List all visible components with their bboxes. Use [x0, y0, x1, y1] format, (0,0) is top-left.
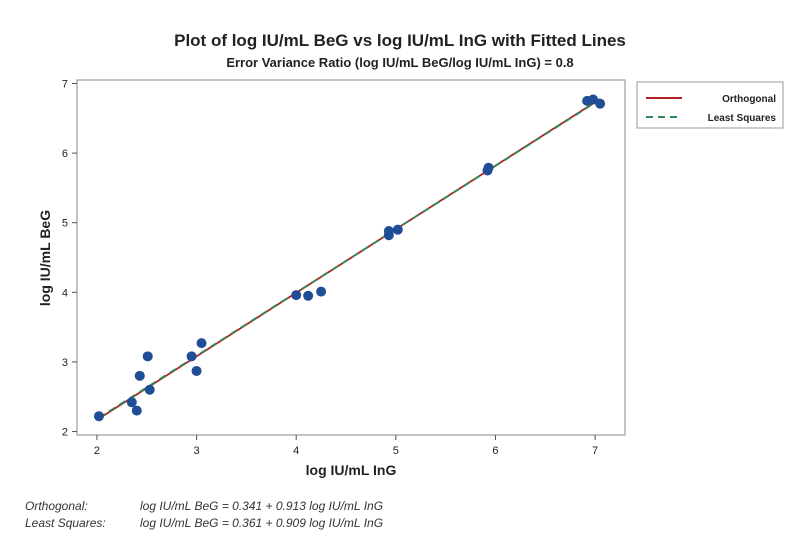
x-tick-label: 4: [293, 445, 299, 457]
axis-ticks: 2 3 4 5 6 7 2 3 4 5 6 7: [62, 78, 598, 457]
x-tick-label: 7: [592, 445, 598, 457]
least-squares-fit-line: [98, 98, 601, 419]
y-axis-label: log IU/mL BeG: [37, 210, 53, 306]
y-tick-label: 5: [62, 218, 68, 230]
equation-orthogonal-text: log IU/mL BeG = 0.341 + 0.913 log IU/mL …: [140, 499, 383, 513]
x-tick-label: 2: [94, 445, 100, 457]
data-point: [131, 405, 142, 416]
equation-least-squares-label: Least Squares:: [25, 516, 106, 530]
data-point: [142, 351, 153, 362]
legend: Orthogonal Least Squares: [636, 81, 784, 129]
data-point: [303, 290, 314, 301]
x-tick-label: 6: [492, 445, 498, 457]
chart-subtitle: Error Variance Ratio (log IU/mL BeG/log …: [226, 55, 573, 70]
legend-box: [636, 81, 784, 129]
equation-least-squares-text: log IU/mL BeG = 0.361 + 0.909 log IU/mL …: [140, 516, 383, 530]
data-point: [126, 397, 137, 408]
x-axis-label: log IU/mL InG: [306, 462, 397, 478]
data-point: [392, 224, 403, 235]
y-tick-label: 2: [62, 427, 68, 439]
chart-title: Plot of log IU/mL BeG vs log IU/mL InG w…: [174, 31, 626, 50]
fitted-lines: [98, 98, 601, 420]
data-point: [316, 286, 327, 297]
x-tick-label: 3: [194, 445, 200, 457]
data-point: [291, 290, 302, 301]
data-point: [134, 370, 145, 381]
y-tick-label: 4: [62, 287, 68, 299]
data-point: [186, 351, 197, 362]
y-tick-label: 6: [62, 148, 68, 160]
legend-least-squares-label: Least Squares: [708, 113, 777, 124]
data-points: [93, 94, 606, 422]
y-tick-label: 3: [62, 357, 68, 369]
y-tick-label: 7: [62, 78, 68, 90]
data-point: [93, 411, 104, 422]
data-point: [483, 162, 494, 173]
x-tick-label: 5: [393, 445, 399, 457]
data-point: [595, 98, 606, 109]
equation-orthogonal-label: Orthogonal:: [25, 499, 88, 513]
data-point: [191, 365, 202, 376]
legend-orthogonal-label: Orthogonal: [722, 94, 776, 105]
data-point: [144, 384, 155, 395]
data-point: [383, 226, 394, 237]
data-point: [196, 338, 207, 349]
